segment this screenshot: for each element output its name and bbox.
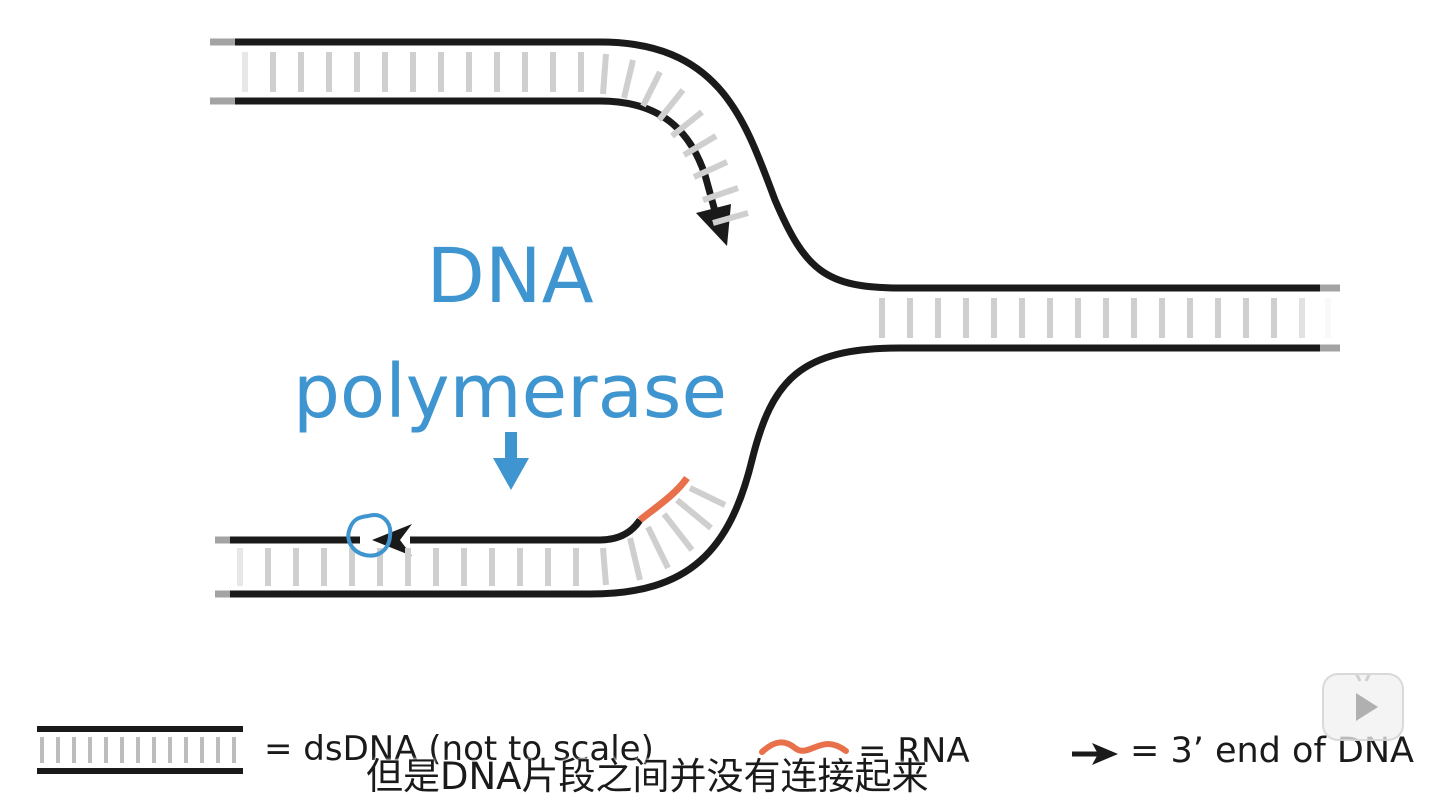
lower-base-pairs — [237, 485, 727, 586]
lower-new-strand — [410, 517, 643, 544]
arrow-right-icon — [1072, 743, 1118, 765]
upper-strand-arrowhead — [696, 204, 731, 246]
lower-strand-arrowhead — [372, 524, 412, 556]
nick-circle — [346, 513, 393, 558]
enzyme-label-line2: polymerase — [292, 349, 728, 435]
rna-primer — [637, 475, 690, 523]
parental-base-pairs — [879, 298, 1331, 338]
legend-rna-symbol — [759, 739, 849, 755]
upper-base-pairs — [242, 52, 749, 226]
polymerase-arrow — [493, 432, 529, 490]
lower-parental-strand — [215, 344, 1340, 598]
play-icon — [1355, 675, 1378, 721]
play-button[interactable] — [1322, 673, 1404, 741]
video-subtitle: 但是DNA片段之间并没有连接起来 — [366, 755, 929, 798]
legend-dsdna-label: = dsDNA (not to scale) — [264, 729, 654, 769]
upper-parental-strand — [210, 38, 1340, 292]
legend-dsdna-symbol — [37, 726, 243, 774]
upper-inner-strand — [210, 97, 722, 223]
legend-rna-label: = RNA — [858, 731, 970, 771]
enzyme-label-line1: DNA — [426, 231, 594, 320]
